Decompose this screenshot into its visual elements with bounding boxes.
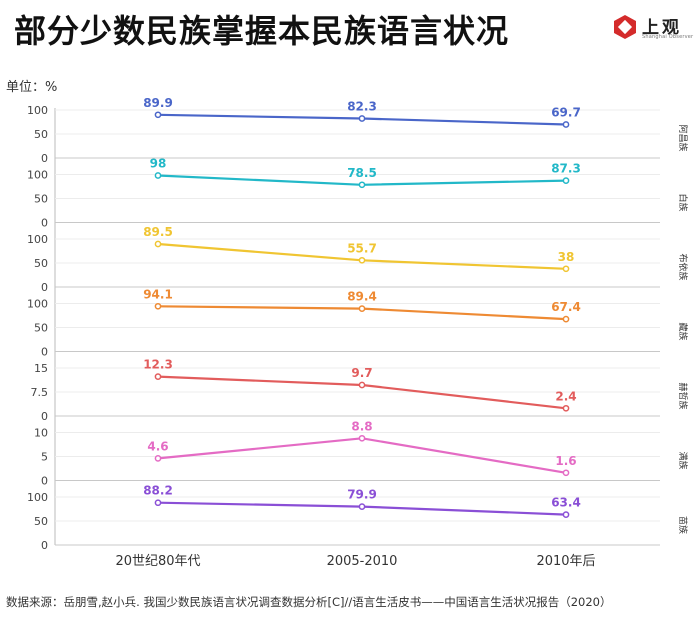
data-label: 2.4 [555, 389, 576, 403]
data-point [358, 181, 366, 189]
data-label: 88.2 [143, 484, 173, 498]
data-point [154, 302, 162, 310]
series-name-label: 阿昌族 [677, 124, 689, 151]
y-tick-label: 0 [41, 346, 48, 359]
data-point [562, 404, 570, 412]
data-label: 89.9 [143, 96, 173, 110]
data-label: 78.5 [347, 166, 377, 180]
data-point [562, 177, 570, 184]
y-tick-label: 0 [41, 152, 48, 165]
data-point [154, 373, 162, 380]
data-label: 8.8 [351, 419, 372, 433]
data-label: 89.4 [347, 290, 377, 304]
data-point [154, 499, 162, 507]
series-name-label: 白族 [677, 193, 689, 211]
data-label: 1.6 [555, 454, 576, 468]
series-name-label: 苗族 [677, 516, 689, 534]
y-tick-label: 100 [27, 298, 48, 311]
data-point [358, 381, 366, 389]
series-name-label: 藏族 [677, 322, 689, 340]
y-tick-label: 0 [41, 410, 48, 423]
data-point [358, 115, 366, 122]
x-tick-label: 2005-2010 [327, 554, 398, 569]
data-point [358, 256, 366, 264]
y-tick-label: 50 [34, 257, 48, 270]
data-label: 79.9 [347, 488, 377, 502]
y-tick-label: 100 [27, 491, 48, 504]
data-label: 4.6 [147, 439, 168, 453]
logo-icon [614, 15, 636, 39]
data-point [562, 265, 570, 273]
data-label: 82.3 [347, 100, 377, 114]
data-label: 67.4 [551, 300, 581, 314]
y-tick-label: 7.5 [31, 386, 49, 399]
y-tick-label: 50 [34, 322, 48, 335]
data-point [562, 511, 570, 518]
data-point [358, 503, 366, 510]
data-label: 89.5 [143, 225, 173, 239]
y-tick-label: 0 [41, 539, 48, 552]
series-name-label: 满族 [677, 451, 689, 469]
data-label: 38 [558, 250, 575, 264]
y-tick-label: 10 [34, 427, 48, 440]
data-point [154, 111, 162, 119]
x-tick-label: 20世纪80年代 [115, 554, 200, 569]
data-label: 63.4 [551, 496, 581, 510]
y-tick-label: 0 [41, 281, 48, 294]
source-note: 数据来源：岳朋雪,赵小兵. 我国少数民族语言状况调查数据分析[C]//语言生活皮… [6, 595, 612, 609]
data-point [154, 240, 162, 248]
data-point [562, 315, 570, 323]
data-point [358, 434, 366, 442]
y-tick-label: 100 [27, 233, 48, 246]
data-point [562, 121, 570, 128]
data-label: 98 [150, 157, 167, 171]
series-name-label: 赫哲族 [677, 382, 689, 409]
y-tick-label: 50 [34, 128, 48, 141]
logo-subtext: Shanghai Observer [642, 34, 694, 40]
data-point [562, 469, 570, 477]
y-tick-label: 100 [27, 169, 48, 182]
data-label: 69.7 [551, 106, 581, 120]
series-name-label: 布依族 [677, 253, 689, 280]
unit-label: 单位：% [6, 80, 58, 95]
y-tick-label: 5 [41, 451, 48, 464]
y-tick-label: 0 [41, 475, 48, 488]
chart-title: 部分少数民族掌握本民族语言状况 [14, 12, 510, 50]
y-tick-label: 0 [41, 217, 48, 230]
y-tick-label: 15 [34, 362, 48, 375]
data-point [154, 455, 162, 462]
data-label: 12.3 [143, 358, 173, 372]
x-tick-label: 2010年后 [536, 554, 595, 569]
logo: 上观 Shanghai Observer [612, 12, 694, 48]
logo-text: 上观 [642, 18, 682, 38]
y-tick-label: 50 [34, 515, 48, 528]
data-point [154, 172, 162, 179]
data-label: 9.7 [351, 366, 372, 380]
data-label: 55.7 [347, 241, 377, 255]
series-line [157, 437, 567, 474]
data-label: 94.1 [143, 287, 173, 301]
y-tick-label: 100 [27, 104, 48, 117]
y-tick-label: 50 [34, 193, 48, 206]
data-point [358, 305, 366, 312]
data-label: 87.3 [551, 162, 581, 176]
